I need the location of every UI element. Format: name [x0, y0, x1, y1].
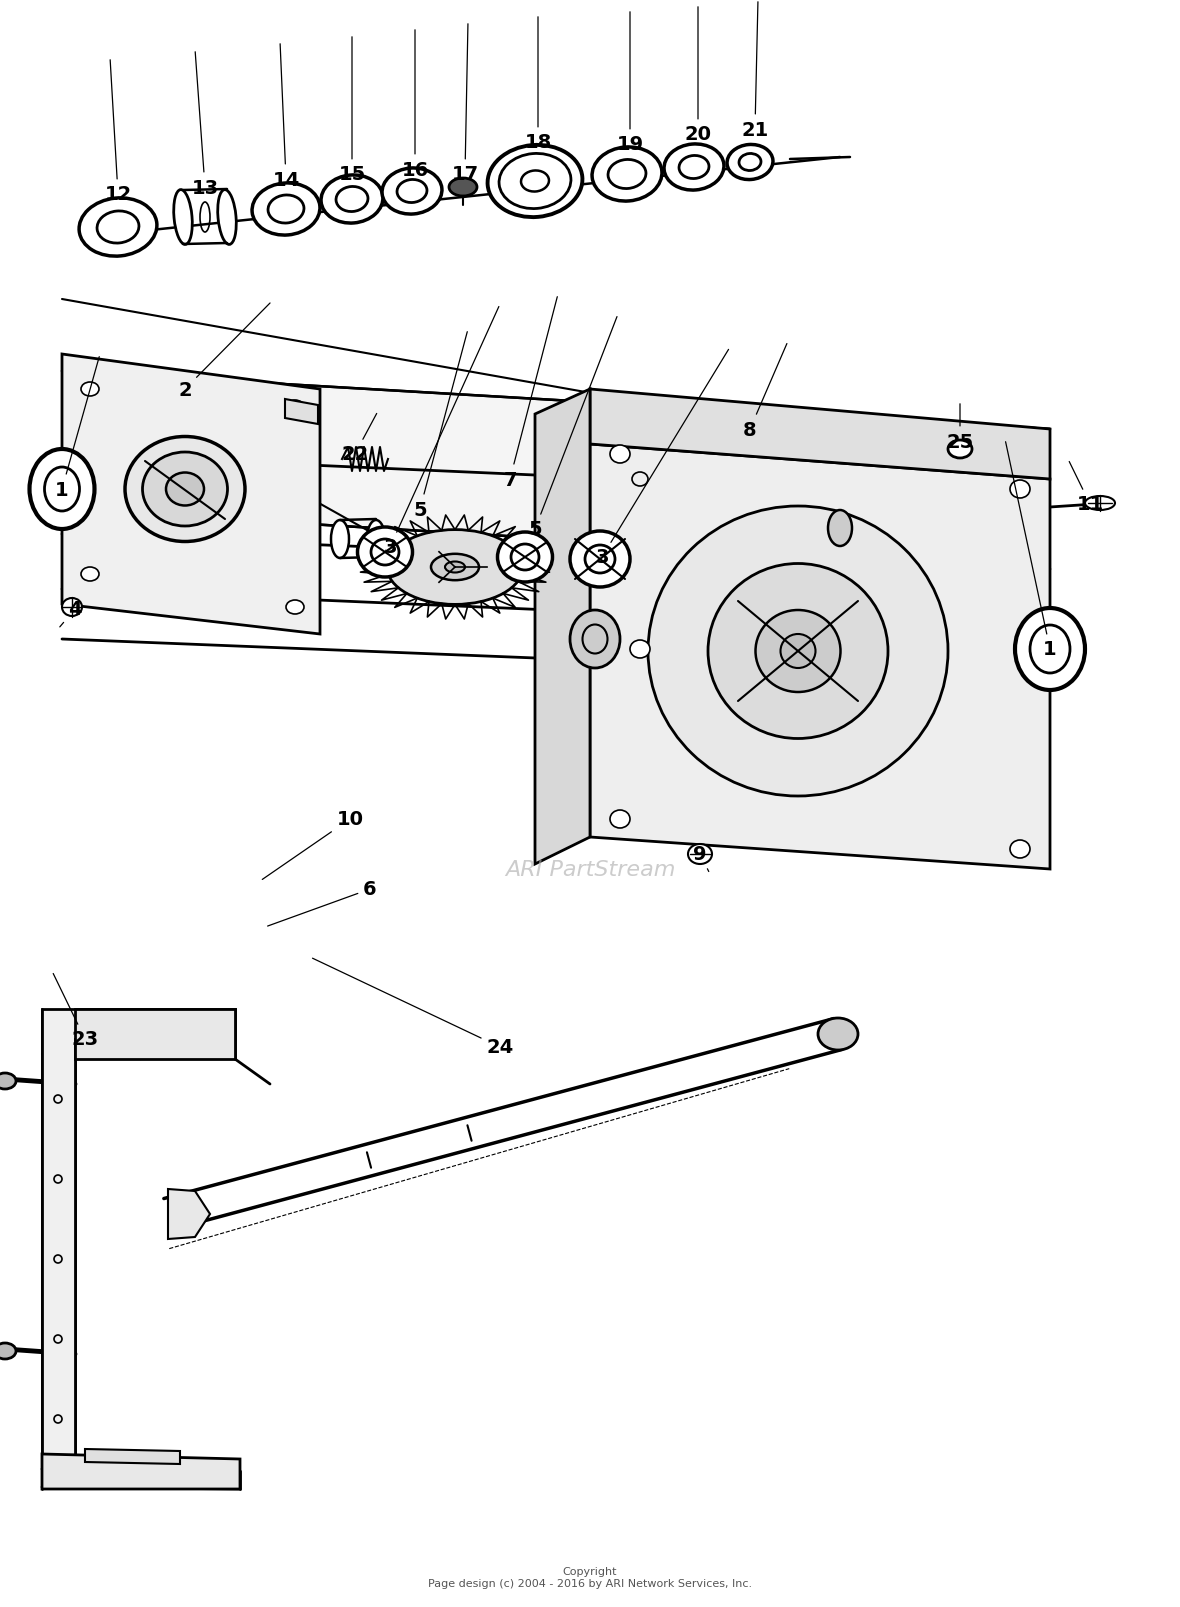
Text: 1: 1 [55, 357, 99, 500]
Polygon shape [590, 445, 1050, 869]
Text: 8: 8 [743, 344, 787, 439]
Ellipse shape [332, 521, 349, 559]
Ellipse shape [81, 567, 99, 582]
Ellipse shape [358, 527, 413, 577]
Ellipse shape [382, 169, 442, 215]
Text: 2: 2 [178, 304, 270, 399]
Ellipse shape [431, 554, 479, 580]
Ellipse shape [125, 437, 245, 542]
Ellipse shape [253, 183, 320, 236]
Text: 14: 14 [273, 45, 300, 190]
Polygon shape [286, 400, 317, 424]
Polygon shape [42, 1009, 235, 1485]
Text: Copyright
Page design (c) 2004 - 2016 by ARI Network Services, Inc.: Copyright Page design (c) 2004 - 2016 by… [428, 1567, 752, 1588]
Polygon shape [535, 391, 590, 865]
Text: 13: 13 [191, 53, 218, 198]
Ellipse shape [727, 145, 773, 180]
Ellipse shape [487, 146, 583, 219]
Text: 11: 11 [1069, 463, 1103, 514]
Ellipse shape [828, 511, 852, 546]
Ellipse shape [498, 532, 552, 583]
Ellipse shape [688, 844, 712, 865]
Text: 1: 1 [1005, 442, 1057, 659]
Ellipse shape [48, 474, 76, 514]
Ellipse shape [143, 453, 228, 527]
Ellipse shape [0, 1073, 17, 1090]
Polygon shape [42, 1454, 240, 1490]
Text: 20: 20 [684, 8, 712, 145]
Ellipse shape [286, 400, 304, 415]
Text: 5: 5 [529, 318, 617, 540]
Polygon shape [168, 1189, 210, 1239]
Ellipse shape [450, 178, 477, 198]
Ellipse shape [780, 635, 815, 669]
Ellipse shape [664, 145, 725, 191]
Ellipse shape [1010, 480, 1030, 498]
Text: 7: 7 [503, 297, 557, 489]
Ellipse shape [1084, 497, 1115, 511]
Polygon shape [63, 355, 320, 635]
Text: 22: 22 [341, 415, 376, 464]
Text: 4: 4 [60, 599, 81, 627]
Text: 6: 6 [268, 881, 376, 927]
Ellipse shape [648, 506, 948, 797]
Ellipse shape [166, 472, 204, 506]
Text: 25: 25 [946, 405, 973, 452]
Ellipse shape [286, 601, 304, 614]
Ellipse shape [818, 1019, 858, 1051]
Ellipse shape [592, 148, 662, 202]
Text: 17: 17 [452, 24, 479, 185]
Ellipse shape [445, 562, 465, 574]
Ellipse shape [610, 810, 630, 829]
Ellipse shape [748, 627, 772, 660]
Text: ARI PartStream: ARI PartStream [505, 860, 675, 879]
Text: 24: 24 [313, 959, 513, 1057]
Text: 19: 19 [616, 13, 643, 154]
Ellipse shape [1015, 609, 1084, 691]
Ellipse shape [63, 599, 81, 617]
Ellipse shape [570, 611, 620, 669]
Text: 12: 12 [104, 61, 132, 204]
Ellipse shape [387, 530, 523, 604]
Text: 3: 3 [595, 350, 728, 567]
Ellipse shape [610, 445, 630, 464]
Text: 23: 23 [53, 974, 99, 1049]
Ellipse shape [79, 199, 157, 257]
Polygon shape [76, 1009, 235, 1059]
Ellipse shape [321, 175, 384, 223]
Text: 9: 9 [694, 845, 709, 873]
Ellipse shape [173, 191, 192, 246]
Ellipse shape [81, 382, 99, 397]
Text: 18: 18 [524, 18, 551, 153]
Text: 21: 21 [741, 3, 768, 140]
Ellipse shape [948, 440, 972, 458]
Ellipse shape [708, 564, 889, 739]
Text: 5: 5 [413, 333, 467, 519]
Text: 16: 16 [401, 31, 428, 180]
Ellipse shape [755, 611, 840, 693]
Ellipse shape [367, 521, 385, 559]
Ellipse shape [30, 450, 94, 530]
Text: 15: 15 [339, 37, 366, 185]
Text: 3: 3 [384, 307, 499, 558]
Text: 10: 10 [262, 810, 363, 881]
Ellipse shape [630, 641, 650, 659]
Ellipse shape [218, 191, 236, 246]
Ellipse shape [570, 532, 630, 588]
Polygon shape [85, 1450, 181, 1464]
Polygon shape [63, 371, 1050, 569]
Polygon shape [590, 391, 1050, 480]
Ellipse shape [1010, 840, 1030, 858]
Ellipse shape [0, 1343, 17, 1360]
